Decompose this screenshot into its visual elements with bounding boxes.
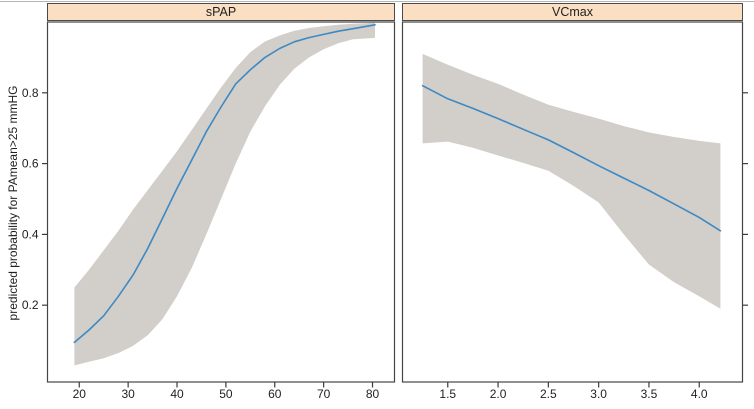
panel-strip-vcmax: VCmax: [402, 3, 743, 21]
x-tick-label: 2.0: [490, 387, 507, 401]
x-tick-label: 60: [268, 387, 282, 401]
x-tick-label: 2.5: [540, 387, 557, 401]
x-tick-label: 70: [317, 387, 331, 401]
x-tick-label: 50: [219, 387, 233, 401]
prediction-curve: [73, 23, 376, 344]
x-tick-label: 20: [73, 387, 87, 401]
panel-strip-spap: sPAP: [47, 3, 395, 21]
y-tick-label: 0.6: [22, 157, 39, 171]
confidence-band: [74, 22, 376, 366]
confidence-band: [422, 53, 721, 309]
x-tick-label: 3.0: [590, 387, 607, 401]
y-tick-label: 0.2: [22, 298, 39, 312]
x-tick-label: 80: [366, 387, 380, 401]
x-tick-label: 40: [170, 387, 184, 401]
panel-title-vcmax: VCmax: [552, 5, 593, 19]
y-axis-title: predicted probability for PAmean>25 mmHG: [6, 85, 20, 321]
panel-border: [46, 21, 396, 383]
x-tick-label: 30: [121, 387, 135, 401]
x-tick-label: 3.5: [641, 387, 658, 401]
prediction-curve: [421, 84, 722, 232]
x-tick-label: 1.5: [439, 387, 456, 401]
panel-title-spap: sPAP: [205, 5, 237, 19]
y-tick-label: 0.8: [22, 86, 39, 100]
y-tick-label: 0.4: [22, 227, 39, 241]
x-tick-label: 4.0: [691, 387, 708, 401]
panel-border: [401, 21, 744, 383]
